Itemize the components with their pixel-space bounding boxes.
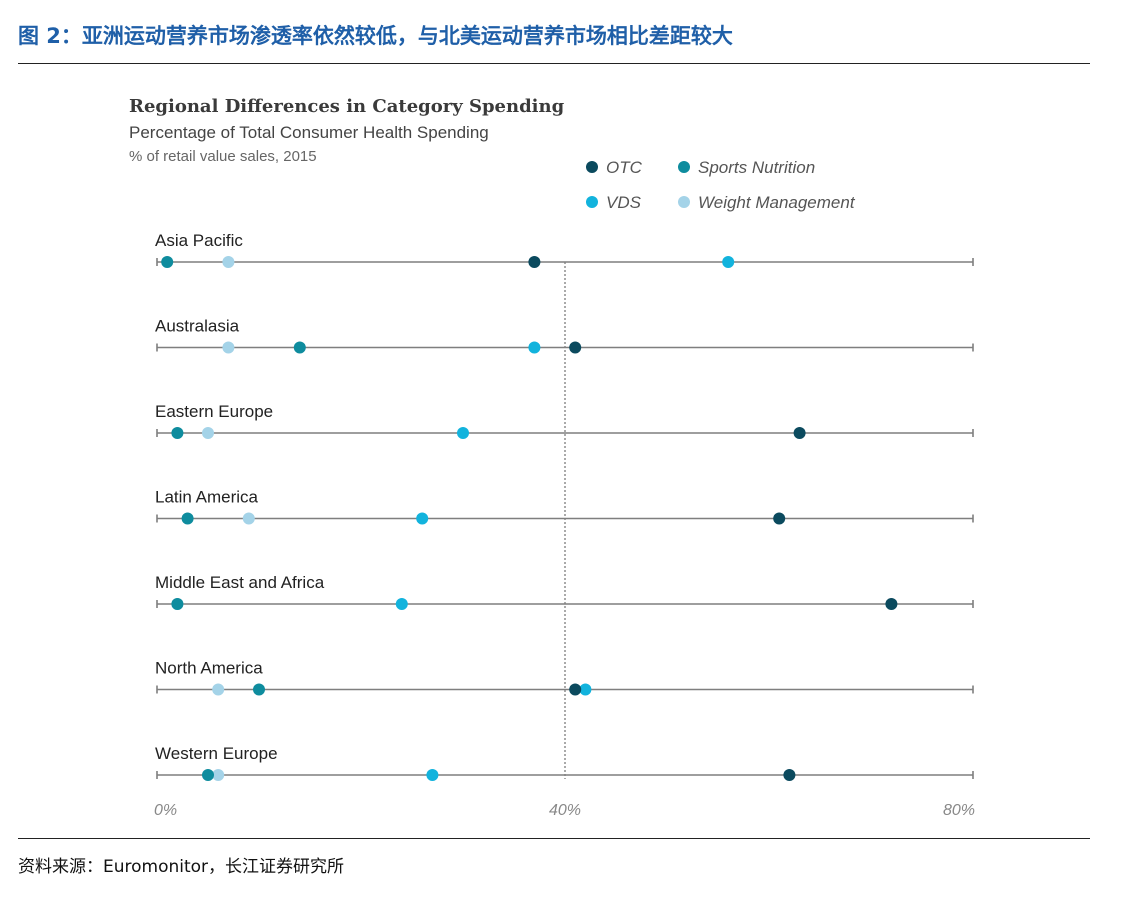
top-rule: [18, 63, 1090, 64]
point-otc: [569, 683, 582, 696]
point-otc: [793, 427, 806, 439]
point-sports-nutrition: [253, 683, 265, 696]
figure-title: 图 2：亚洲运动营养市场渗透率依然较低，与北美运动营养市场相比差距较大: [18, 24, 733, 48]
bottom-rule: [18, 838, 1090, 839]
point-otc: [569, 341, 582, 354]
category-label: Latin America: [155, 488, 259, 507]
point-weight-management: [222, 256, 235, 268]
legend-label-sports-nutrition: Sports Nutrition: [698, 158, 815, 177]
category-label: Western Europe: [155, 744, 278, 763]
point-vds: [395, 598, 408, 610]
point-sports-nutrition: [171, 427, 184, 439]
row-north-america: North America: [155, 659, 974, 696]
source-note: 资料来源：Euromonitor，长江证券研究所: [18, 857, 345, 877]
point-vds: [528, 341, 541, 354]
point-weight-management: [242, 512, 255, 525]
point-sports-nutrition: [161, 256, 174, 268]
point-otc: [885, 598, 898, 610]
chart-title: Regional Differences in Category Spendin…: [129, 96, 565, 117]
category-label: Australasia: [155, 317, 240, 336]
row-western-europe: Western Europe: [155, 744, 974, 781]
tick-label: 0%: [154, 802, 177, 819]
chart-rows: Asia Pacific Australasia Eastern Europe Lat…: [155, 231, 974, 781]
point-otc: [783, 769, 796, 781]
chart-subtitle: Percentage of Total Consumer Health Spen…: [129, 123, 489, 142]
legend-marker-vds: [586, 196, 598, 208]
point-vds: [416, 512, 429, 525]
row-asia-pacific: Asia Pacific: [155, 231, 974, 268]
legend-label-vds: VDS: [606, 193, 642, 212]
tick-label: 80%: [943, 802, 975, 819]
category-label: Middle East and Africa: [155, 573, 325, 592]
legend-marker-sports-nutrition: [678, 161, 690, 173]
point-otc: [528, 256, 541, 268]
point-sports-nutrition: [181, 512, 194, 525]
point-sports-nutrition: [171, 598, 184, 610]
point-vds: [457, 427, 469, 439]
x-axis-ticks: 0% 40% 80%: [154, 802, 975, 819]
category-label: Asia Pacific: [155, 231, 243, 250]
point-weight-management: [212, 683, 225, 696]
point-weight-management: [212, 769, 225, 781]
point-vds: [579, 683, 592, 696]
category-label: North America: [155, 659, 263, 678]
point-sports-nutrition: [293, 341, 306, 354]
legend-label-weight-management: Weight Management: [698, 193, 856, 212]
legend-marker-weight-management: [678, 196, 690, 208]
row-australasia: Australasia: [155, 317, 974, 354]
row-middle-east-and-africa: Middle East and Africa: [155, 573, 974, 610]
point-vds: [426, 769, 439, 781]
point-vds: [722, 256, 735, 268]
chart-note: % of retail value sales, 2015: [129, 148, 317, 165]
legend-marker-otc: [586, 161, 598, 173]
point-weight-management: [222, 341, 235, 354]
point-sports-nutrition: [202, 769, 214, 781]
chart-legend: OTC Sports Nutrition VDS Weight Management: [586, 158, 856, 212]
point-weight-management: [202, 427, 214, 439]
legend-label-otc: OTC: [606, 158, 643, 177]
category-label: Eastern Europe: [155, 402, 273, 421]
tick-label: 40%: [549, 802, 581, 819]
point-otc: [773, 512, 786, 525]
row-latin-america: Latin America: [155, 488, 974, 525]
row-eastern-europe: Eastern Europe: [155, 402, 974, 439]
